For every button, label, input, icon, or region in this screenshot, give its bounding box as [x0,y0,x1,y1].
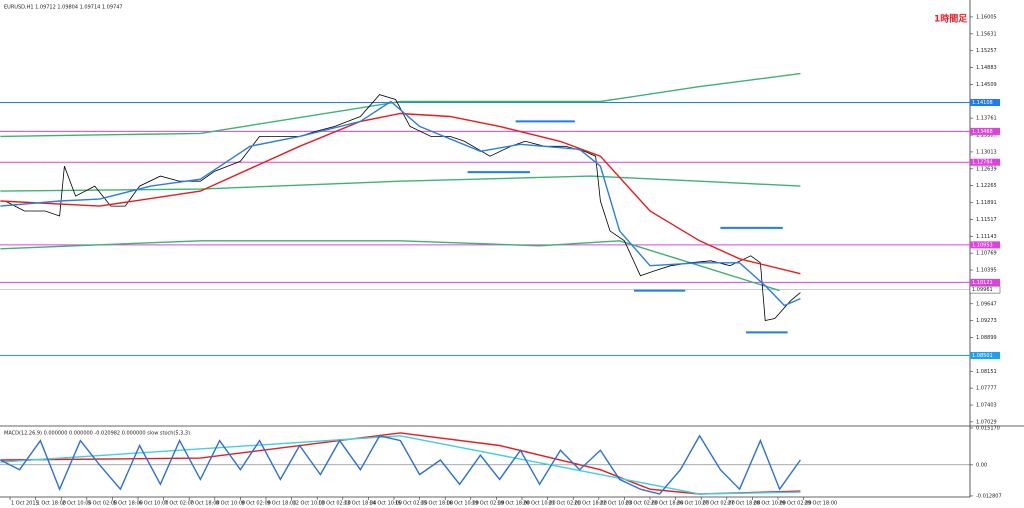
level-label-box [970,158,1000,166]
y-tick-label: 1.11517 [976,217,997,223]
x-tick-label: 8 Oct 10:00 [216,501,245,507]
y-tick-label: 1.07777 [976,386,997,392]
series-line [0,435,801,495]
y-tick-label: 1.13761 [976,116,997,122]
y-tick-label: 1.14509 [976,82,997,88]
x-tick-label: 7 Oct 02:00 [165,501,194,507]
x-tick-label: 20 Oct 10:00 [523,501,556,507]
x-tick-label: 5 Oct 18:00 [113,501,142,507]
x-tick-label: 9 Oct 18:00 [267,501,296,507]
level-label-box [970,99,1000,107]
y-tick-label: 0.00 [976,462,987,468]
y-tick-label: 1.15631 [976,31,997,37]
x-tick-label: 13 Oct 18:00 [344,501,377,507]
x-tick-label: 29 Oct 02:00 [779,501,812,507]
last-price-label: 1.09961 [972,287,993,293]
series-line [0,434,801,495]
annotation: 1時間足 [934,13,968,25]
x-tick-label: 19 Oct 18:00 [497,501,530,507]
x-tick-label: 6 Oct 10:00 [139,501,168,507]
level-label-box [970,278,1000,286]
x-tick-label: 7 Oct 18:00 [190,501,219,507]
x-tick-label: 15 Oct 02:00 [395,501,428,507]
series-line [0,240,780,292]
x-tick-label: 29 Oct 18:00 [805,501,838,507]
series-line [0,432,801,495]
y-tick-label: 1.12265 [976,183,997,189]
x-tick-label: 26 Oct 10:00 [677,501,710,507]
series-line [0,175,801,192]
x-tick-label: 27 Oct 02:00 [702,501,735,507]
x-tick-label: 28 Oct 10:00 [753,501,786,507]
x-tick-label: 12 Oct 10:00 [293,501,326,507]
x-tick-label: 21 Oct 18:00 [574,501,607,507]
level-label: 1.12784 [972,160,993,166]
y-tick-label: 1.07029 [976,419,997,425]
y-tick-label: 1.12639 [976,166,997,172]
y-tick-label: 1.15257 [976,48,997,54]
y-tick-label: 1.09647 [976,301,997,307]
series-line [0,112,801,275]
y-tick-label: 1.16005 [976,14,997,20]
x-tick-label: 22 Oct 10:00 [600,501,633,507]
level-label-box [970,127,1000,135]
last-price-box [969,285,1001,294]
level-label: 1.10121 [972,280,993,286]
y-tick-label: 1.10395 [976,268,997,274]
y-tick-label: 1.09273 [976,318,997,324]
x-tick-label: 19 Oct 02:00 [472,501,505,507]
x-tick-label: 5 Oct 02:00 [88,501,117,507]
series-line [0,100,801,307]
y-tick-label: 1.08899 [976,335,997,341]
x-tick-label: 1 Oct 18:00 [37,501,66,507]
series-line [0,72,801,138]
x-tick-label: 15 Oct 18:00 [421,501,454,507]
x-tick-label: 13 Oct 02:00 [318,501,351,507]
x-tick-label: 2 Oct 10:00 [62,501,91,507]
x-tick-label: 9 Oct 02:00 [241,501,270,507]
y-tick-label: 1.13387 [976,133,997,139]
y-tick-label: 1.10769 [976,251,997,257]
panel-title: EURUSD,H1 1.09712 1.09804 1.09714 1.0974… [4,5,123,11]
level-label-box [970,351,1000,359]
x-tick-label: 14 Oct 10:00 [369,501,402,507]
y-tick-label: 1.07403 [976,403,997,409]
x-tick-label: 1 Oct 2015 [11,501,39,507]
level-label-box [970,241,1000,249]
level-label: 1.13468 [972,129,993,135]
y-tick-label: 1.11891 [976,200,997,206]
y-tick-label: 1.14883 [976,65,997,71]
y-tick-label: 1.11143 [976,234,997,240]
level-label: 1.08501 [972,353,993,359]
y-tick-label: 1.08151 [976,369,997,375]
level-label: 1.10953 [972,242,993,248]
x-tick-label: 16 Oct 10:00 [446,501,479,507]
y-tick-label: -0.012807 [976,493,1002,499]
panel-title: MACD(12,26,9) 0.000000 0.000000 -0.02098… [4,431,190,437]
level-label: 1.14108 [972,100,993,106]
x-tick-label: 23 Oct 02:00 [625,501,658,507]
y-tick-label: 1.13013 [976,149,997,155]
x-tick-label: 27 Oct 18:00 [728,501,761,507]
x-tick-label: 21 Oct 02:00 [549,501,582,507]
y-tick-label: 0.015170 [976,426,1000,432]
x-tick-label: 23 Oct 18:00 [651,501,684,507]
